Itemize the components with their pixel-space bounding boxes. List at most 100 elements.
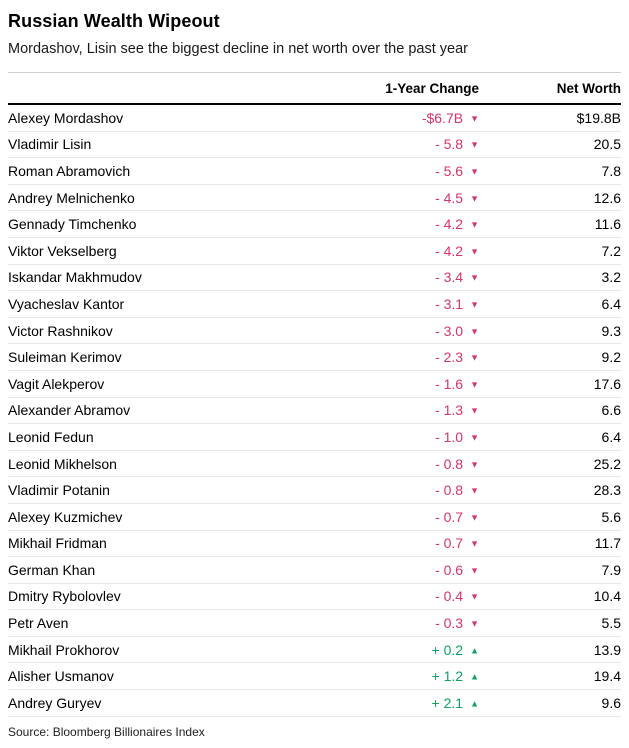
net-worth-value: 11.7: [594, 535, 621, 552]
net-worth-value: 7.2: [601, 242, 621, 259]
person-name: Victor Rashnikov: [8, 322, 113, 339]
triangle-down-icon: ▼: [470, 538, 479, 549]
person-name: Leonid Mikhelson: [8, 455, 117, 472]
change-amount: - 5.6: [435, 162, 464, 179]
change-amount: - 3.0: [435, 322, 464, 339]
change-amount: - 4.5: [435, 189, 464, 206]
person-name: Vagit Alekperov: [8, 375, 105, 392]
change-amount: - 2.3: [435, 349, 464, 366]
change-amount: + 1.2: [431, 668, 464, 685]
triangle-down-icon: ▼: [470, 246, 479, 257]
person-name: Vladimir Potanin: [8, 482, 110, 499]
table-row: Dmitry Rybolovlev - 0.4 ▼ 10.4: [8, 584, 621, 611]
change-amount: - 0.7: [435, 508, 464, 525]
change-value: - 3.4 ▼: [289, 269, 479, 285]
change-amount: - 4.2: [435, 216, 464, 233]
change-value: - 4.2 ▼: [289, 216, 479, 232]
table-row: Victor Rashnikov - 3.0 ▼ 9.3: [8, 318, 621, 345]
person-name: Leonid Fedun: [8, 428, 94, 445]
change-amount: - 0.6: [435, 561, 464, 578]
change-value: - 0.3 ▼: [289, 615, 479, 631]
table-row: Vladimir Lisin - 5.8 ▼ 20.5: [8, 132, 621, 159]
person-name: Vladimir Lisin: [8, 136, 92, 153]
net-worth-value: 6.4: [601, 428, 621, 445]
person-name: Roman Abramovich: [8, 162, 131, 179]
change-value: - 2.3 ▼: [289, 349, 479, 365]
change-value: - 4.2 ▼: [289, 243, 479, 259]
table-row: Vyacheslav Kantor - 3.1 ▼ 6.4: [8, 291, 621, 318]
table-row: Gennady Timchenko - 4.2 ▼ 11.6: [8, 211, 621, 238]
change-value: - 0.8 ▼: [289, 456, 479, 472]
person-name: Andrey Guryev: [8, 694, 102, 711]
change-value: - 0.8 ▼: [289, 482, 479, 498]
change-amount: - 3.1: [435, 295, 464, 312]
table-row: Leonid Fedun - 1.0 ▼ 6.4: [8, 424, 621, 451]
change-value: + 1.2 ▲: [289, 668, 479, 684]
person-name: Viktor Vekselberg: [8, 242, 117, 259]
table-row: Petr Aven - 0.3 ▼ 5.5: [8, 610, 621, 637]
table-row: Alexander Abramov - 1.3 ▼ 6.6: [8, 398, 621, 425]
change-amount: - 0.4: [435, 588, 464, 605]
table-row: Andrey Melnichenko - 4.5 ▼ 12.6: [8, 185, 621, 212]
triangle-down-icon: ▼: [470, 113, 479, 124]
net-worth-value: 13.9: [593, 641, 621, 658]
table-row: Vladimir Potanin - 0.8 ▼ 28.3: [8, 477, 621, 504]
change-amount: - 5.8: [435, 136, 464, 153]
person-name: Alexey Kuzmichev: [8, 508, 123, 525]
change-value: - 1.0 ▼: [289, 429, 479, 445]
net-worth-value: 9.6: [601, 694, 621, 711]
change-amount: - 1.6: [435, 375, 464, 392]
net-worth-value: 28.3: [593, 482, 621, 499]
triangle-up-icon: ▲: [470, 645, 479, 656]
net-worth-value: 5.5: [601, 615, 621, 632]
change-value: - 3.1 ▼: [289, 296, 479, 312]
person-name: Mikhail Fridman: [8, 535, 107, 552]
net-worth-value: $19.8B: [576, 109, 621, 126]
triangle-down-icon: ▼: [470, 219, 479, 230]
header-change-column: 1-Year Change: [385, 81, 479, 96]
net-worth-value: 7.9: [601, 561, 621, 578]
net-worth-value: 19.4: [593, 668, 621, 685]
change-amount: + 0.2: [431, 641, 464, 658]
table-row: Suleiman Kerimov - 2.3 ▼ 9.2: [8, 344, 621, 371]
triangle-down-icon: ▼: [470, 193, 479, 204]
chart-subtitle: Mordashov, Lisin see the biggest decline…: [8, 41, 468, 57]
net-worth-value: 7.8: [601, 162, 621, 179]
person-name: German Khan: [8, 561, 96, 578]
triangle-down-icon: ▼: [470, 166, 479, 177]
person-name: Petr Aven: [8, 615, 69, 632]
change-amount: - 0.8: [435, 482, 464, 499]
header-networth-column: Net Worth: [556, 81, 621, 96]
table-row: Alisher Usmanov + 1.2 ▲ 19.4: [8, 663, 621, 691]
net-worth-value: 9.2: [601, 349, 621, 366]
change-value: - 0.7 ▼: [289, 535, 479, 551]
net-worth-value: 20.5: [593, 136, 621, 153]
chart-title: Russian Wealth Wipeout: [8, 11, 220, 31]
table-row: Leonid Mikhelson - 0.8 ▼ 25.2: [8, 451, 621, 478]
person-name: Dmitry Rybolovlev: [8, 588, 121, 605]
triangle-up-icon: ▲: [470, 698, 479, 709]
person-name: Alisher Usmanov: [8, 668, 114, 685]
change-amount: - 1.0: [435, 428, 464, 445]
triangle-down-icon: ▼: [470, 299, 479, 310]
change-amount: - 0.8: [435, 455, 464, 472]
change-amount: - 1.3: [435, 402, 464, 419]
triangle-down-icon: ▼: [470, 459, 479, 470]
person-name: Gennady Timchenko: [8, 216, 137, 233]
person-name: Mikhail Prokhorov: [8, 641, 120, 658]
change-value: - 5.8 ▼: [289, 136, 479, 152]
net-worth-value: 12.6: [593, 189, 621, 206]
change-value: - 4.5 ▼: [289, 190, 479, 206]
net-worth-value: 10.4: [593, 588, 621, 605]
net-worth-value: 25.2: [593, 455, 621, 472]
change-amount: - 4.2: [435, 242, 464, 259]
table-row: Alexey Mordashov -$6.7B ▼ $19.8B: [8, 105, 621, 132]
change-amount: + 2.1: [431, 694, 464, 711]
net-worth-value: 17.6: [593, 375, 621, 392]
change-amount: -$6.7B: [421, 109, 464, 126]
change-value: - 1.6 ▼: [289, 376, 479, 392]
table-row: Mikhail Fridman - 0.7 ▼ 11.7: [8, 531, 621, 558]
table-row: Mikhail Prokhorov + 0.2 ▲ 13.9: [8, 637, 621, 664]
triangle-up-icon: ▲: [470, 671, 479, 682]
